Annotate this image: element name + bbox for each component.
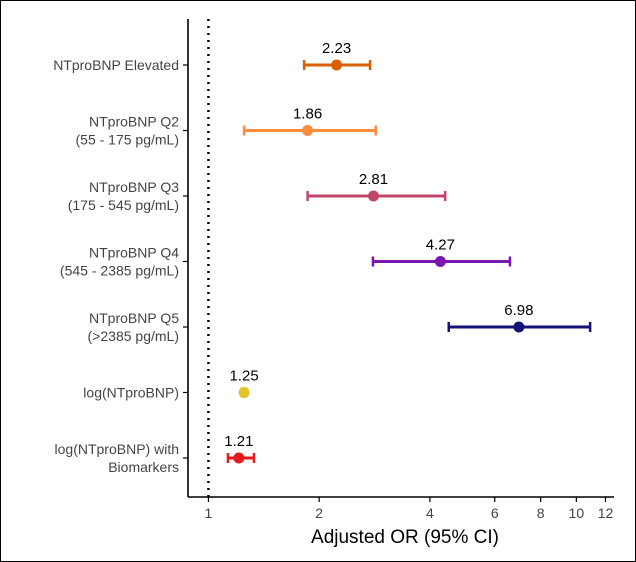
x-tick-label: 6: [491, 505, 499, 521]
forest-row: NTproBNP Q2 (55 - 175 pg/mL) 1.86: [76, 106, 378, 148]
row-label: log(NTproBNP): [83, 385, 179, 401]
x-tick-label: 2: [315, 505, 323, 521]
or-point: [434, 256, 446, 267]
row-label: NTproBNP Q2: [89, 114, 179, 130]
or-point: [302, 125, 314, 136]
forest-row: NTproBNP Elevated 2.23: [53, 40, 372, 73]
or-value-label: 2.81: [359, 171, 388, 188]
x-axis-ticks: 1 2 4 6 8 10 12: [205, 497, 614, 521]
or-value-label: 1.86: [293, 106, 322, 123]
forest-row: NTproBNP Q3 (175 - 545 pg/mL) 2.81: [68, 171, 447, 213]
or-point: [368, 190, 380, 202]
or-point: [331, 59, 343, 71]
or-value-label: 2.23: [322, 40, 351, 57]
forest-row: log(NTproBNP) with Biomarkers 1.21: [55, 433, 256, 475]
row-label: log(NTproBNP) with: [55, 441, 179, 457]
or-point: [238, 387, 250, 398]
row-label: (>2385 pg/mL): [88, 328, 179, 344]
row-label: NTproBNP Q5: [89, 310, 179, 326]
row-label: (175 - 545 pg/mL): [68, 197, 179, 213]
row-label: NTproBNP Q4: [89, 245, 179, 261]
or-point: [233, 452, 245, 464]
row-label: (55 - 175 pg/mL): [76, 132, 180, 148]
row-label: NTproBNP Elevated: [53, 57, 179, 73]
forest-rows: NTproBNP Elevated 2.23 NTproBNP Q2 (55 - 17…: [53, 40, 592, 475]
or-value-label: 4.27: [426, 237, 455, 254]
or-value-label: 1.25: [229, 368, 258, 385]
row-label: (545 - 2385 pg/mL): [60, 263, 179, 279]
or-value-label: 6.98: [504, 302, 533, 319]
x-tick-label: 1: [205, 505, 213, 521]
x-tick-label: 8: [537, 505, 545, 521]
x-tick-label: 10: [569, 505, 585, 521]
x-axis-title: Adjusted OR (95% CI): [311, 527, 499, 548]
forest-row: NTproBNP Q5 (>2385 pg/mL) 6.98: [88, 302, 592, 344]
row-label: NTproBNP Q3: [89, 179, 179, 195]
or-value-label: 1.21: [224, 433, 253, 450]
x-tick-label: 4: [426, 505, 434, 521]
x-tick-label: 12: [598, 505, 614, 521]
forest-row: NTproBNP Q4 (545 - 2385 pg/mL) 4.27: [60, 237, 512, 279]
forest-row: log(NTproBNP) 1.25: [83, 368, 258, 401]
row-label: Biomarkers: [108, 459, 179, 475]
or-point: [513, 321, 525, 333]
